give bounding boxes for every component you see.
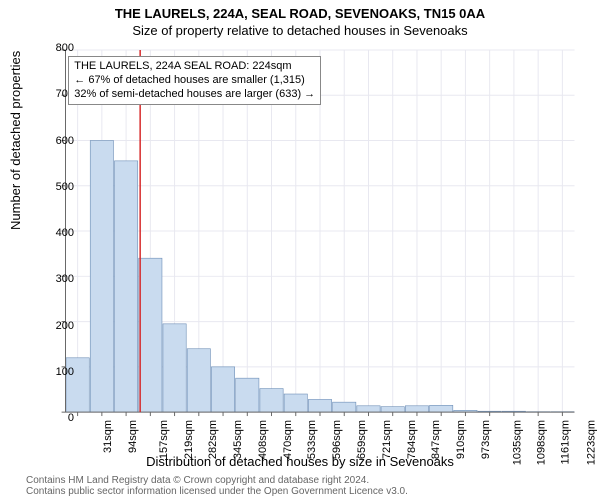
chart-container: THE LAURELS, 224A, SEAL ROAD, SEVENOAKS,… (0, 0, 600, 500)
annotation-line2: ← 67% of detached houses are smaller (1,… (74, 74, 315, 88)
y-tick-label: 500 (34, 181, 74, 193)
footer-line2: Contains public sector information licen… (26, 486, 408, 497)
y-tick-label: 0 (34, 412, 74, 424)
x-tick-label: 94sqm (127, 420, 139, 453)
annotation-line1: THE LAURELS, 224A SEAL ROAD: 224sqm (74, 60, 315, 74)
y-tick-label: 100 (34, 366, 74, 378)
chart-area: THE LAURELS, 224A SEAL ROAD: 224sqm ← 67… (60, 48, 580, 418)
y-axis-label: Number of detached properties (8, 51, 23, 230)
footer-line1: Contains HM Land Registry data © Crown c… (26, 475, 408, 486)
annotation-box: THE LAURELS, 224A SEAL ROAD: 224sqm ← 67… (68, 56, 321, 105)
chart-subtitle: Size of property relative to detached ho… (0, 21, 600, 38)
y-tick-label: 600 (34, 135, 74, 147)
x-tick-label: 31sqm (102, 420, 114, 453)
footer-attribution: Contains HM Land Registry data © Crown c… (26, 475, 408, 497)
x-axis-label: Distribution of detached houses by size … (0, 454, 600, 469)
y-tick-label: 400 (34, 227, 74, 239)
y-tick-label: 800 (34, 42, 74, 54)
annotation-line3: 32% of semi-detached houses are larger (… (74, 88, 315, 102)
y-tick-label: 200 (34, 320, 74, 332)
y-tick-label: 300 (34, 273, 74, 285)
chart-title: THE LAURELS, 224A, SEAL ROAD, SEVENOAKS,… (0, 0, 600, 21)
